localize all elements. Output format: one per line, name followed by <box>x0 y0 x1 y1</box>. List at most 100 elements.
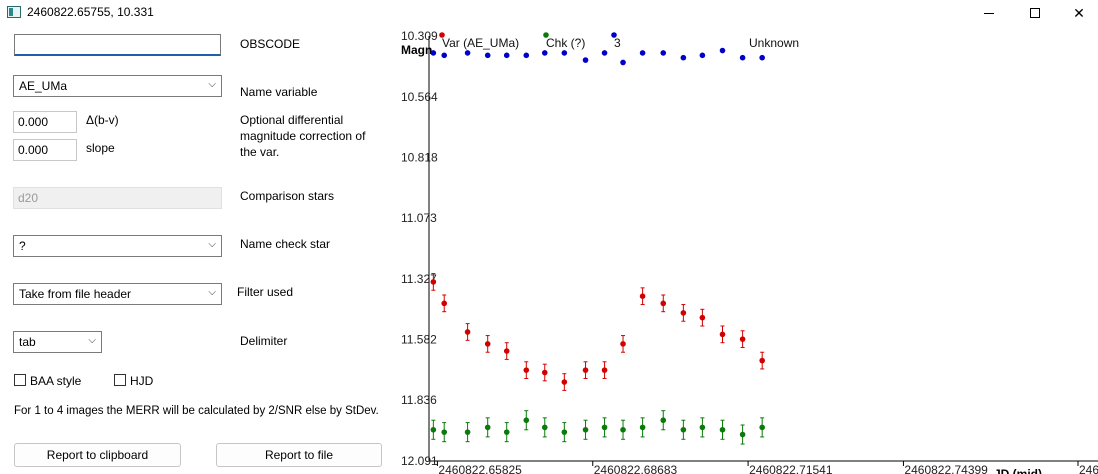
y-tick-label: 12.091 <box>401 454 438 468</box>
legend-marker <box>543 32 549 38</box>
y-tick-label: 11.327 <box>401 272 437 286</box>
legend-marker <box>439 32 445 38</box>
check-star-select[interactable]: ? ⌵ <box>13 235 222 257</box>
minimize-button[interactable] <box>966 0 1012 26</box>
data-point <box>441 52 448 59</box>
dbv-input[interactable] <box>13 111 77 133</box>
x-axis-label: JD (mid) <box>994 467 1042 474</box>
correction-label-2: magnitude correction of <box>240 129 366 143</box>
app-icon <box>7 6 21 18</box>
data-point <box>582 367 589 373</box>
report-to-clipboard-button[interactable]: Report to clipboard <box>14 443 181 467</box>
data-point <box>561 379 568 385</box>
y-tick-label: 11.582 <box>401 333 437 347</box>
data-point <box>541 369 548 376</box>
data-point <box>503 429 510 435</box>
hjd-checkbox[interactable] <box>114 374 126 386</box>
variable-select[interactable]: AE_UMa ⌵ <box>13 75 222 97</box>
filter-select[interactable]: Take from file header ⌵ <box>13 283 222 305</box>
data-point <box>523 417 530 424</box>
legend-label: 3 <box>614 36 621 50</box>
data-point <box>739 336 746 342</box>
data-point <box>660 417 667 424</box>
data-point <box>680 310 687 316</box>
variable-select-value: AE_UMa <box>19 79 68 93</box>
slope-input[interactable] <box>13 139 77 161</box>
y-tick-label: 10.564 <box>401 90 438 104</box>
data-point <box>503 52 510 59</box>
data-point <box>719 331 726 338</box>
data-point <box>759 54 765 61</box>
maximize-icon <box>1030 8 1040 18</box>
data-point <box>503 348 510 354</box>
data-point <box>759 357 765 364</box>
title-bar: 2460822.65755, 10.331 ✕ <box>0 0 1098 26</box>
comparison-stars-input[interactable] <box>13 187 222 209</box>
data-point <box>660 50 667 56</box>
data-point <box>739 54 746 61</box>
x-tick-label: 2460822.71541 <box>749 463 833 474</box>
data-point <box>699 424 706 431</box>
data-point <box>620 341 626 347</box>
data-point <box>484 52 491 59</box>
data-point <box>464 429 471 435</box>
data-point <box>541 424 548 431</box>
data-point <box>582 426 589 433</box>
data-point <box>464 329 471 335</box>
filter-label: Filter used <box>237 285 294 299</box>
chevron-down-icon: ⌵ <box>88 335 96 346</box>
slope-label: slope <box>86 141 115 155</box>
legend-label: Unknown <box>749 36 799 50</box>
data-point <box>441 429 448 435</box>
data-point <box>620 59 626 66</box>
close-button[interactable]: ✕ <box>1056 0 1098 26</box>
data-point <box>680 54 687 61</box>
data-point <box>639 293 646 299</box>
chevron-down-icon: ⌵ <box>208 79 216 90</box>
chevron-down-icon: ⌵ <box>208 239 216 250</box>
report-to-file-button[interactable]: Report to file <box>216 443 382 467</box>
legend-label: Var (AE_UMa) <box>442 36 519 50</box>
y-tick-label: 11.836 <box>401 393 437 407</box>
data-point <box>601 424 608 431</box>
close-icon: ✕ <box>1073 4 1085 21</box>
obscode-input[interactable] <box>14 34 221 56</box>
correction-label-1: Optional differential <box>240 113 344 127</box>
dbv-label: Δ(b-v) <box>86 113 119 127</box>
obscode-label: OBSCODE <box>240 37 301 51</box>
data-point <box>541 50 548 56</box>
y-axis-label: Magn <box>401 43 432 57</box>
data-point <box>719 47 726 54</box>
data-point <box>561 429 568 435</box>
data-point <box>430 50 437 56</box>
legend-label: Chk (?) <box>546 36 585 50</box>
minimize-icon <box>984 12 994 14</box>
x-tick-label: 246 <box>1079 463 1098 474</box>
data-point <box>523 52 530 59</box>
check-star-label: Name check star <box>240 237 331 251</box>
maximize-button[interactable] <box>1012 0 1058 26</box>
data-point <box>430 279 437 285</box>
data-point <box>660 300 667 307</box>
data-point <box>561 50 568 56</box>
x-tick-label: 2460822.68683 <box>594 463 678 474</box>
data-point <box>484 424 491 431</box>
merr-note: For 1 to 4 images the MERR will be calcu… <box>14 405 379 417</box>
delimiter-select[interactable]: tab ⌵ <box>13 331 102 353</box>
data-point <box>680 426 687 433</box>
data-point <box>739 431 746 438</box>
data-point <box>759 424 765 431</box>
data-point <box>639 424 646 431</box>
data-point <box>464 50 471 56</box>
y-tick-label: 10.309 <box>401 29 438 43</box>
window-title: 2460822.65755, 10.331 <box>27 5 154 19</box>
check-star-select-value: ? <box>19 239 26 253</box>
data-point <box>484 341 491 347</box>
data-point <box>699 314 706 321</box>
data-point <box>582 57 589 63</box>
variable-label: Name variable <box>240 85 318 99</box>
correction-label-3: the var. <box>240 145 280 159</box>
baa-style-checkbox[interactable] <box>14 374 26 386</box>
comparison-label: Comparison stars <box>240 189 335 203</box>
